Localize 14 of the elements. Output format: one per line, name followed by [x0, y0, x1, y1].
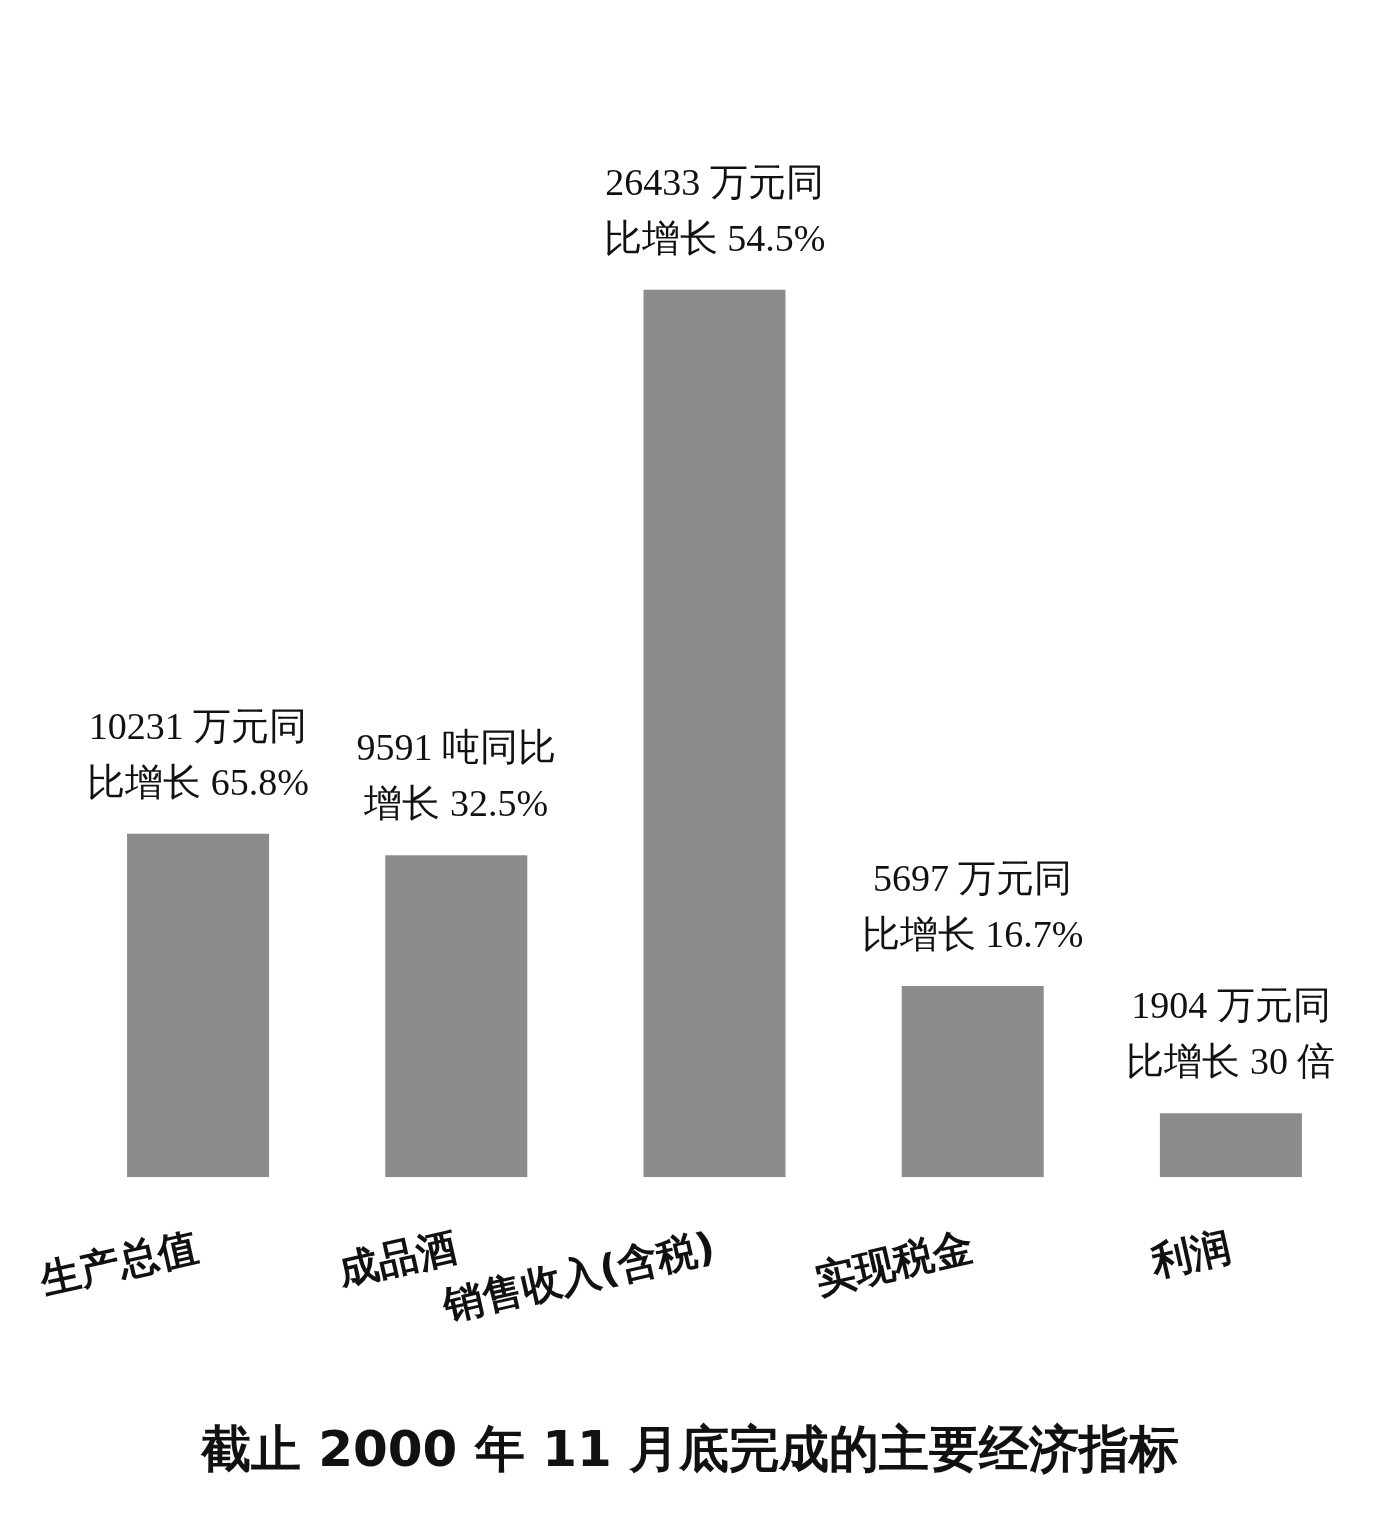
data-label: 9591 吨同比增长 32.5%	[356, 726, 557, 825]
data-label: 1904 万元同比增长 30 倍	[1126, 984, 1336, 1083]
bar	[901, 985, 1044, 1178]
x-tick-label: 实现税金	[810, 1222, 977, 1303]
data-label: 10231 万元同比增长 65.8%	[87, 704, 309, 803]
bar	[643, 289, 786, 1178]
data-label: 5697 万元同比增长 16.7%	[861, 856, 1084, 955]
data-label: 26433 万元同比增长 54.5%	[603, 160, 826, 259]
x-tick-label: 生产总值	[35, 1222, 203, 1304]
bar	[127, 833, 270, 1178]
text: 截止 2000 年 11 月底完成的主要经济指标	[199, 1419, 1180, 1478]
bar	[1159, 1113, 1302, 1178]
bar	[385, 855, 528, 1178]
x-tick-label: 利润	[1145, 1222, 1236, 1286]
